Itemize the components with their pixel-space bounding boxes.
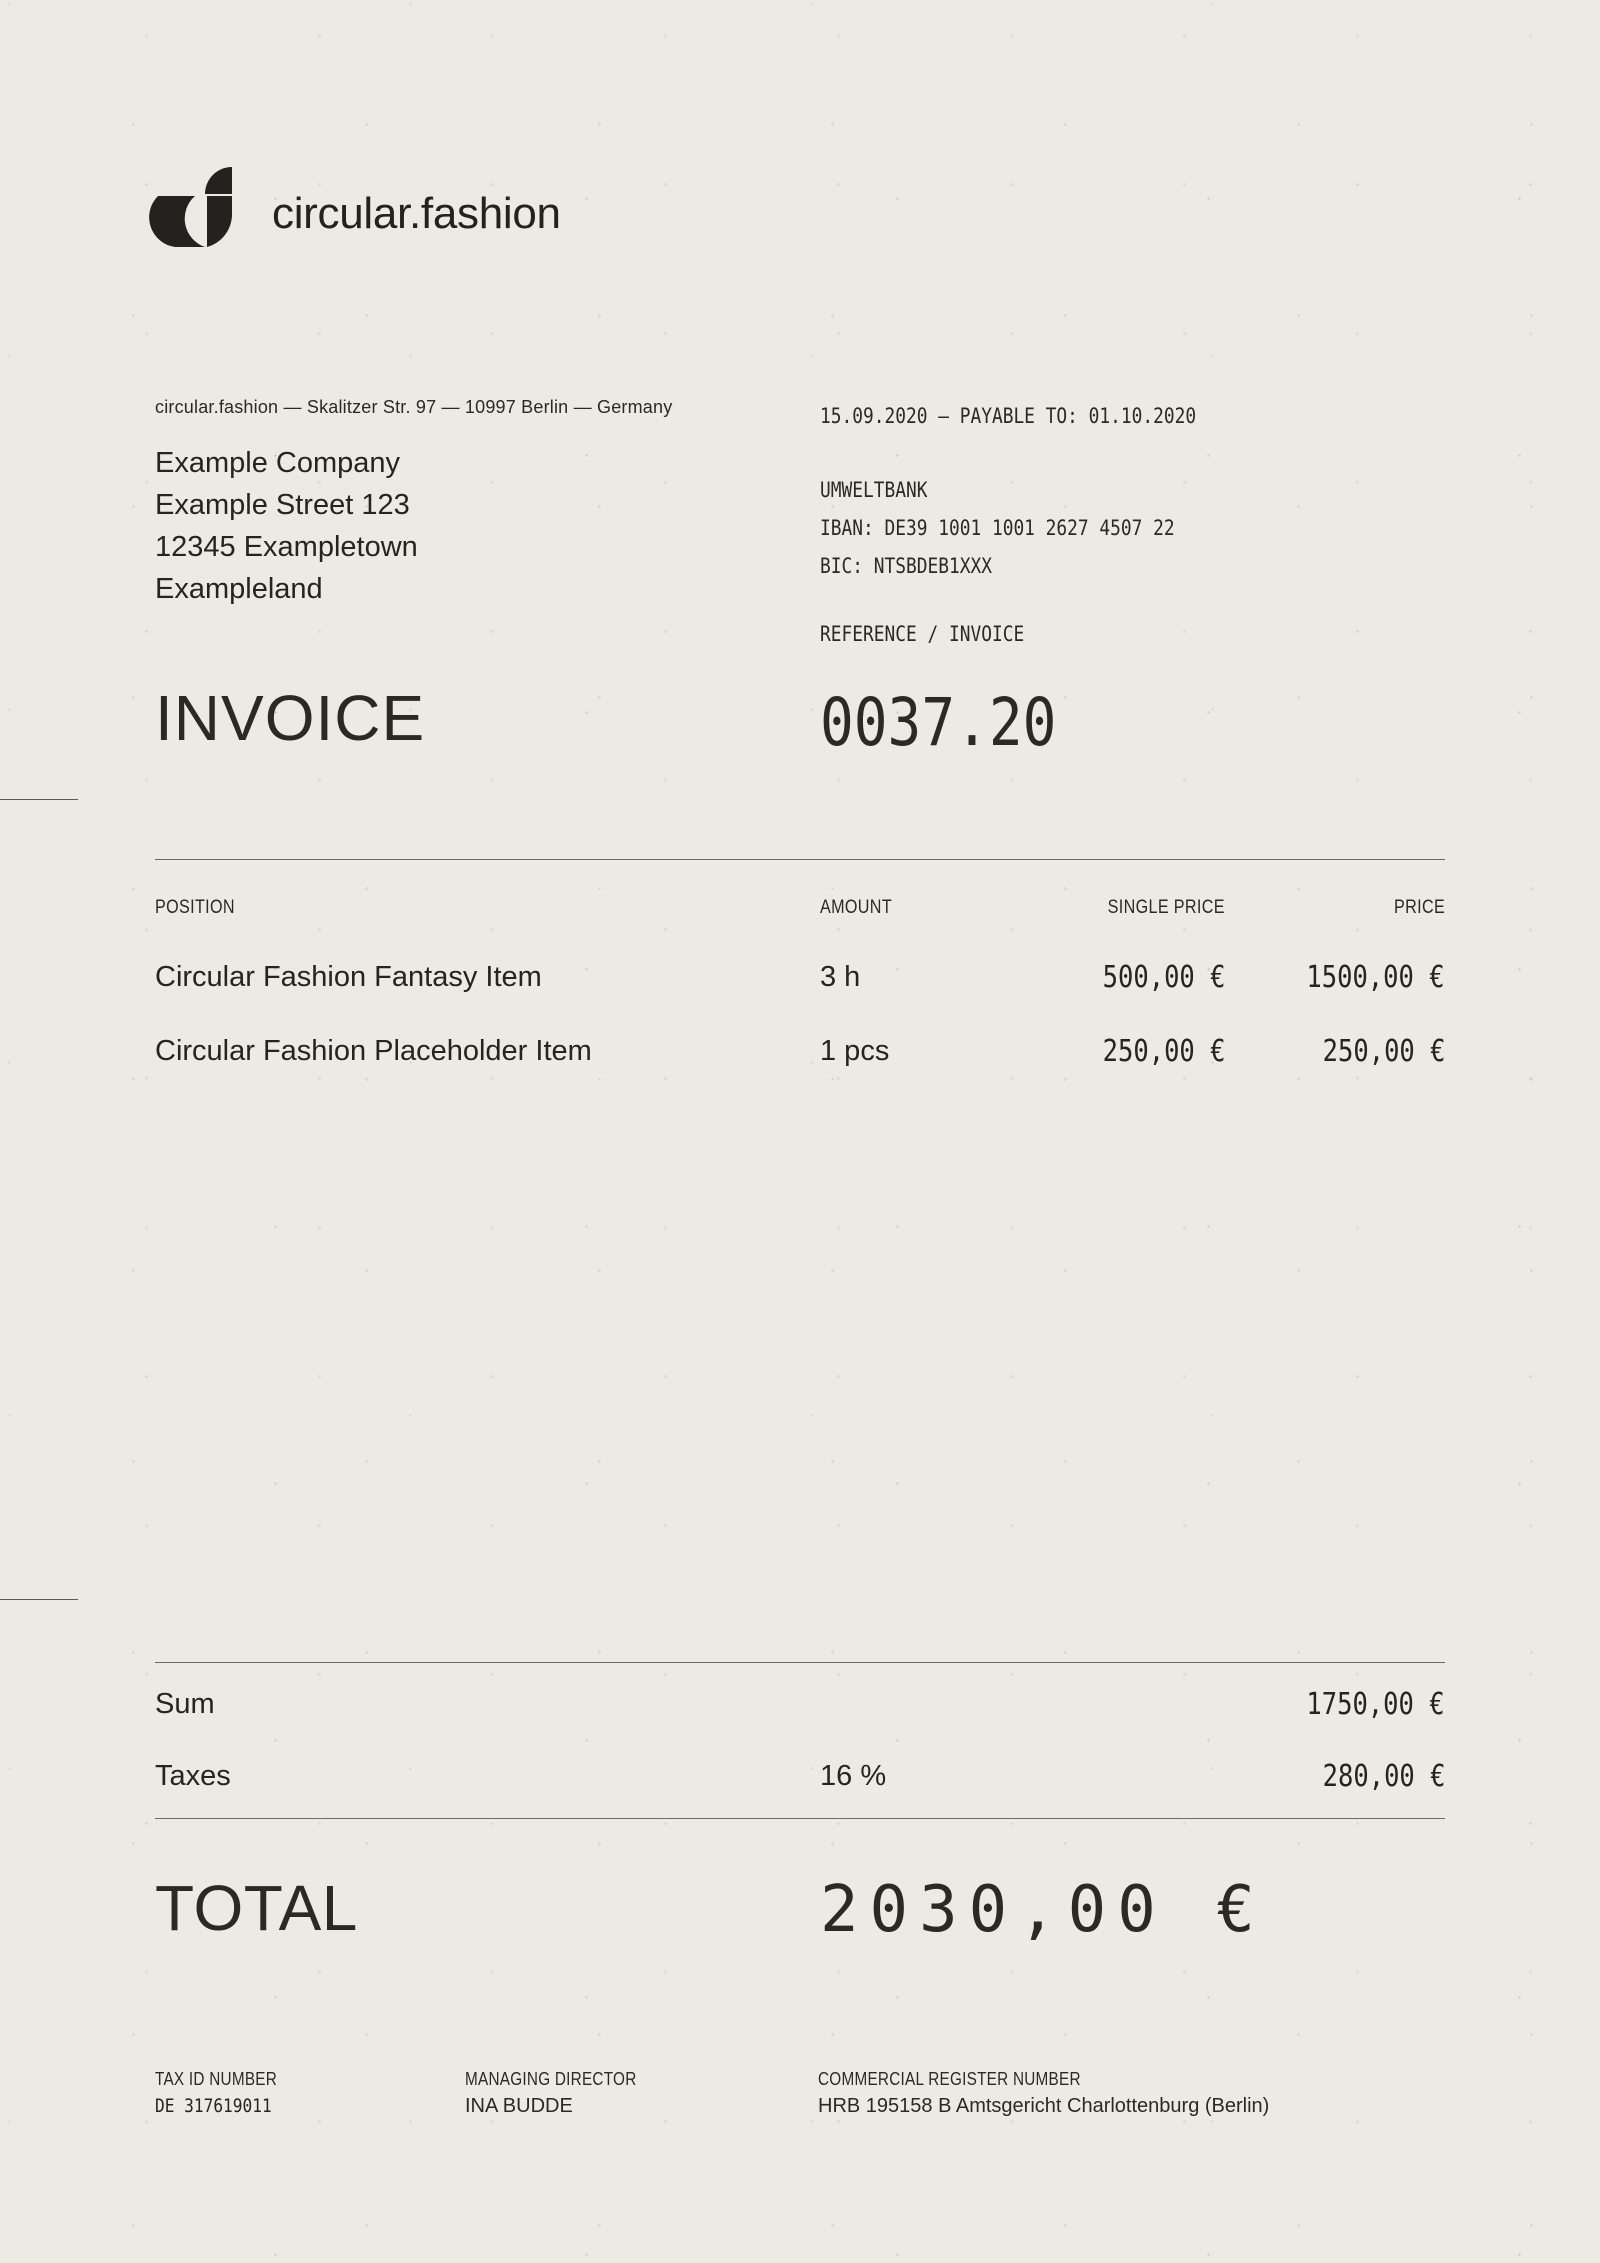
- bank-name: UMWELTBANK: [820, 478, 928, 502]
- reference-label: REFERENCE / INVOICE: [820, 622, 1025, 646]
- item-row-2-amount: 1 pcs: [820, 1035, 890, 1067]
- cf-logo-icon: [149, 167, 233, 247]
- recipient-city: 12345 Exampletown: [155, 531, 418, 563]
- recipient-company: Example Company: [155, 447, 400, 479]
- total-value: 2030,00 €: [820, 1873, 1266, 1947]
- table-top-rule: [155, 859, 1445, 860]
- invoice-date-line: 15.09.2020 — PAYABLE TO: 01.10.2020: [820, 404, 1197, 428]
- taxes-rate: 16 %: [820, 1760, 887, 1792]
- bank-bic: BIC: NTSBDEB1XXX: [820, 554, 992, 578]
- sum-label: Sum: [155, 1688, 215, 1720]
- column-header-amount: AMOUNT: [820, 897, 893, 918]
- sender-line: circular.fashion — Skalitzer Str. 97 — 1…: [155, 397, 673, 417]
- invoice-title: INVOICE: [155, 682, 426, 754]
- bank-iban: IBAN: DE39 1001 1001 2627 4507 22: [820, 516, 1175, 540]
- tax-id-value: DE 317619011: [155, 2095, 272, 2117]
- commercial-register-value: HRB 195158 B Amtsgericht Charlottenburg …: [818, 2095, 1270, 2117]
- sum-value: 1750,00 €: [1306, 1687, 1445, 1722]
- managing-director-value: INA BUDDE: [465, 2095, 573, 2117]
- taxes-value: 280,00 €: [1322, 1759, 1445, 1794]
- tax-id-label: TAX ID NUMBER: [155, 2069, 278, 2089]
- total-label: TOTAL: [155, 1872, 358, 1944]
- item-row-1-position: Circular Fashion Fantasy Item: [155, 961, 542, 993]
- item-row-1-amount: 3 h: [820, 961, 861, 993]
- column-header-price: PRICE: [1393, 897, 1445, 918]
- taxes-label: Taxes: [155, 1760, 231, 1792]
- column-header-position: POSITION: [155, 897, 235, 918]
- commercial-register-label: COMMERCIAL REGISTER NUMBER: [818, 2069, 1081, 2089]
- summary-top-rule: [155, 1662, 1445, 1663]
- item-row-2-single-price: 250,00 €: [1102, 1034, 1225, 1069]
- summary-bottom-rule: [155, 1818, 1445, 1819]
- item-row-1-single-price: 500,00 €: [1102, 960, 1225, 995]
- recipient-address: Example Company Example Street 123 12345…: [155, 442, 418, 610]
- item-row-1-price: 1500,00 €: [1306, 960, 1445, 995]
- managing-director-label: MANAGING DIRECTOR: [465, 2069, 637, 2089]
- fold-mark-upper: [0, 799, 78, 800]
- item-row-2-price: 250,00 €: [1322, 1034, 1445, 1069]
- item-row-2-position: Circular Fashion Placeholder Item: [155, 1035, 592, 1067]
- recipient-street: Example Street 123: [155, 489, 410, 521]
- column-header-single-price: SINGLE PRICE: [1107, 897, 1225, 918]
- fold-mark-lower: [0, 1599, 78, 1600]
- recipient-country: Exampleland: [155, 573, 323, 605]
- invoice-number: 0037.20: [820, 684, 1057, 761]
- brand-wordmark: circular.fashion: [272, 189, 561, 238]
